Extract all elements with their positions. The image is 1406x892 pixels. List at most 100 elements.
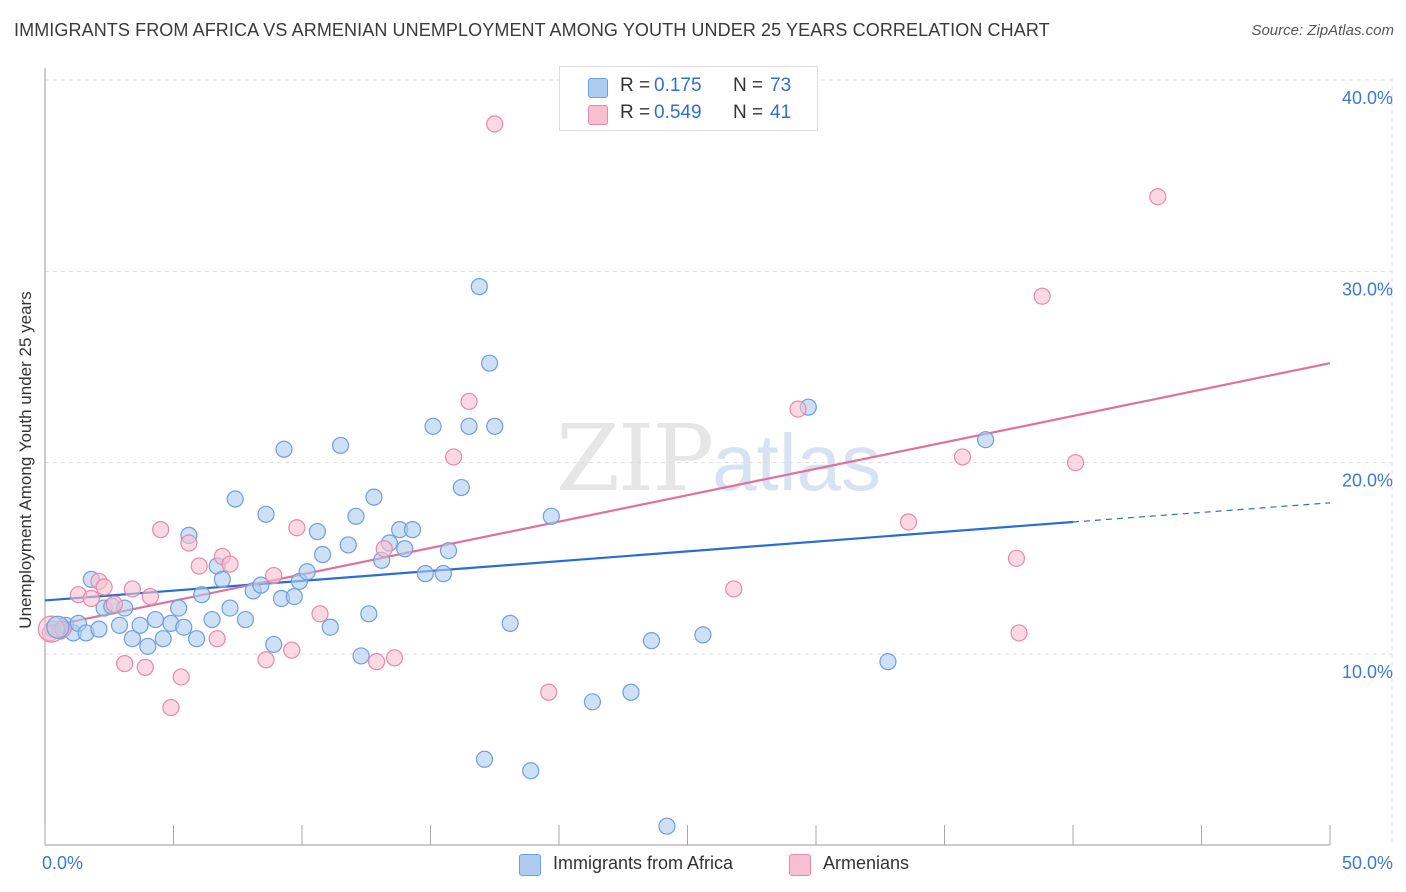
- y-tick-label: 20.0%: [1342, 471, 1393, 491]
- point-armenians: [725, 580, 743, 598]
- point-africa: [658, 817, 676, 835]
- point-africa: [213, 570, 231, 588]
- point-africa: [522, 762, 540, 780]
- point-africa: [439, 542, 458, 560]
- data-points: [37, 115, 1167, 835]
- point-armenians: [1066, 454, 1085, 472]
- point-africa: [403, 521, 422, 539]
- y-tick-label: 40.0%: [1342, 88, 1393, 108]
- y-axis-label: Unemployment Among Youth under 25 years: [16, 291, 35, 629]
- point-armenians: [95, 578, 113, 596]
- point-africa: [352, 647, 370, 665]
- point-africa: [452, 478, 470, 497]
- point-africa: [694, 626, 712, 644]
- point-africa: [285, 587, 303, 606]
- point-africa: [131, 616, 149, 634]
- point-armenians: [540, 683, 558, 701]
- legend-swatch-africa: [588, 78, 608, 98]
- point-armenians: [162, 698, 180, 717]
- point-africa: [298, 563, 316, 581]
- point-africa: [481, 354, 499, 372]
- legend-n-value: 73: [770, 75, 792, 96]
- point-armenians: [385, 649, 404, 667]
- point-africa: [154, 630, 172, 648]
- legend-n-label: N =: [733, 102, 764, 123]
- point-africa: [236, 610, 255, 629]
- point-africa: [257, 505, 275, 523]
- point-africa: [313, 545, 332, 564]
- point-africa: [365, 488, 383, 506]
- point-armenians: [953, 448, 972, 466]
- point-africa: [434, 565, 452, 583]
- legend-r-label: R =: [620, 75, 651, 96]
- point-armenians: [116, 654, 134, 673]
- grid-lines: [45, 78, 1393, 845]
- point-africa-cluster: [46, 615, 70, 639]
- correlation-legend: R = 0.175 N = 73 R = 0.549 N = 41: [559, 66, 818, 131]
- point-africa: [193, 586, 211, 604]
- legend-label-armenians: Armenians: [823, 853, 910, 873]
- y-tick-label: 10.0%: [1342, 662, 1393, 682]
- point-armenians: [486, 115, 504, 133]
- point-africa: [175, 618, 193, 636]
- point-armenians: [180, 534, 198, 552]
- watermark-atlas: atlas: [712, 418, 882, 507]
- point-armenians: [221, 555, 239, 573]
- point-armenians: [367, 653, 386, 671]
- legend-n-label: N =: [733, 75, 764, 96]
- point-africa: [642, 632, 661, 650]
- point-africa: [221, 599, 239, 617]
- point-africa: [339, 536, 357, 554]
- point-armenians: [1007, 549, 1026, 567]
- legend-r-label: R =: [620, 102, 651, 123]
- point-africa: [308, 522, 327, 541]
- point-africa: [542, 507, 560, 525]
- trend-line-africa: [44, 520, 1074, 602]
- point-armenians: [288, 519, 306, 537]
- point-armenians: [208, 630, 226, 648]
- point-africa: [146, 610, 165, 629]
- point-armenians: [311, 605, 329, 623]
- point-armenians: [82, 589, 100, 608]
- point-armenians: [1149, 188, 1167, 206]
- point-armenians: [1033, 287, 1051, 305]
- point-africa: [424, 417, 442, 435]
- point-africa: [460, 417, 478, 435]
- point-africa: [321, 618, 339, 636]
- point-africa: [396, 540, 414, 558]
- legend-r-value: 0.175: [654, 75, 702, 96]
- point-armenians: [265, 566, 283, 585]
- point-armenians: [460, 392, 478, 411]
- point-africa: [416, 565, 434, 583]
- point-africa: [977, 431, 995, 449]
- point-armenians: [445, 448, 463, 466]
- point-armenians: [789, 400, 807, 418]
- legend-r-value: 0.549: [654, 102, 702, 123]
- point-africa: [622, 683, 640, 701]
- x-tick-label-min: 0.0%: [42, 853, 83, 873]
- point-armenians: [190, 557, 208, 575]
- legend-swatch-armenians: [588, 105, 608, 125]
- point-africa: [252, 576, 270, 594]
- point-africa: [475, 750, 494, 768]
- legend-label-africa: Immigrants from Africa: [553, 853, 734, 873]
- point-africa: [347, 507, 365, 525]
- point-armenians: [257, 651, 275, 669]
- y-tick-label: 30.0%: [1342, 279, 1393, 299]
- point-africa: [170, 599, 188, 617]
- point-africa: [583, 693, 602, 711]
- point-africa: [275, 440, 293, 458]
- point-africa: [360, 605, 378, 623]
- point-armenians: [136, 658, 154, 676]
- point-armenians: [375, 540, 393, 558]
- source-label: Source: ZipAtlas.com: [1251, 22, 1394, 39]
- axes: [44, 68, 1331, 846]
- y-axis-label-wrap: Unemployment Among Youth under 25 years: [6, 260, 46, 660]
- point-africa: [470, 278, 488, 296]
- x-tick-label-max: 50.0%: [1342, 853, 1393, 873]
- point-armenians: [899, 513, 918, 531]
- tick-labels: 10.0% 20.0% 30.0% 40.0% 0.0% 50.0%: [42, 88, 1393, 873]
- legend-swatch-armenians: [789, 854, 811, 876]
- point-africa: [331, 436, 350, 455]
